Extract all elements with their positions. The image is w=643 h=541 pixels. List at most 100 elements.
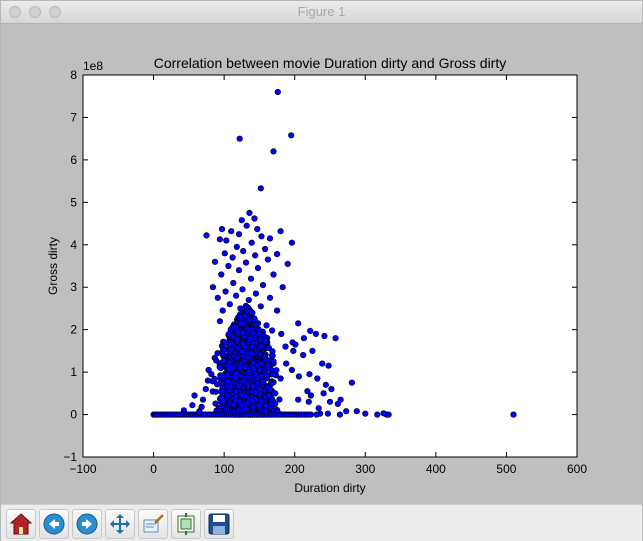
scatter-point [258,342,265,350]
scatter-point [234,336,241,343]
scatter-point [221,339,228,346]
scatter-point [325,362,332,369]
scatter-point [241,364,248,371]
y-tick-label: 0 [70,408,77,422]
scatter-point [261,338,269,345]
scatter-point [226,359,233,366]
scatter-point [227,387,234,394]
scatter-point [235,231,243,238]
scatter-point [270,271,277,278]
scatter-point [362,410,369,417]
scatter-point [249,350,256,357]
scatter-point [269,327,276,334]
scatter-point [220,398,227,405]
scatter-point [254,265,262,272]
back-button[interactable] [39,509,69,539]
scatter-point [235,345,242,352]
scatter-point [218,388,225,395]
scatter-point [279,284,286,291]
scatter-point [211,258,219,265]
scatter-point [214,294,221,301]
scatter-point [274,251,281,258]
scatter-point [239,286,246,293]
floppy-disk-icon [208,513,230,535]
scatter-point [250,359,257,366]
scatter-point [252,290,259,297]
scatter-point [227,326,234,333]
scatter-point [348,379,356,386]
home-icon [9,513,33,535]
scatter-point [263,402,270,409]
scatter-point [245,296,252,304]
scatter-point [258,373,265,380]
scatter-point [270,371,277,378]
close-window-button[interactable] [9,6,21,18]
scatter-point [232,397,239,404]
scatter-point [232,374,239,382]
scatter-point [189,402,196,409]
scatter-point [229,254,236,261]
scatter-point [250,383,257,390]
y-axis-scale-label: 1e8 [83,59,103,73]
scatter-point [282,343,289,350]
scatter-point [265,344,273,352]
scatter-point [284,260,291,267]
y-axis-label: Gross dirty [46,237,60,295]
x-tick-label: 300 [355,462,375,476]
scatter-point [276,396,283,403]
minimize-window-button[interactable] [29,6,41,18]
y-tick-label: 6 [70,153,77,167]
scatter-point [320,390,327,397]
scatter-point [336,411,344,418]
scatter-point [234,329,241,336]
scatter-point [248,239,255,246]
scatter-point [203,232,210,239]
save-button[interactable] [204,509,234,539]
scatter-point [307,411,315,418]
x-tick-label: 200 [285,462,305,476]
pan-button[interactable] [105,509,135,539]
scatter-point [374,411,381,418]
scatter-point [288,132,295,139]
scatter-point [204,377,211,384]
scatter-point [219,307,226,314]
forward-button[interactable] [72,509,102,539]
scatter-point [312,330,320,338]
scatter-point [266,235,274,242]
y-tick-label: 4 [70,238,77,252]
scatter-point [304,388,311,395]
scatter-point [222,288,229,295]
scatter-point [249,339,256,346]
move-arrows-icon [110,514,130,534]
scatter-point [225,262,232,270]
scatter-point [242,259,250,266]
scatter-point [216,363,223,371]
scatter-point [332,335,339,342]
scatter-point [254,226,261,233]
scatter-point [263,322,270,329]
zoom-button[interactable] [138,509,168,539]
subplots-button[interactable] [171,509,201,539]
scatter-point [265,392,273,399]
scatter-point [300,352,307,359]
y-tick-label: 2 [70,323,77,337]
title-bar: Figure 1 [1,1,642,24]
scatter-point [255,402,262,409]
scatter-point [315,405,322,412]
home-button[interactable] [6,509,36,539]
scatter-point [239,348,246,355]
scatter-point [233,292,240,299]
scatter-point [247,275,255,282]
scatter-point [322,381,329,388]
maximize-window-button[interactable] [49,6,61,18]
scatter-point [224,391,231,399]
scatter-point [250,329,257,337]
scatter-point [324,410,332,417]
scatter-point [239,402,246,409]
scatter-point [224,371,231,378]
scatter-point [258,360,265,367]
scatter-point [510,411,517,418]
scatter-point [270,358,277,365]
scatter-point [234,354,241,361]
